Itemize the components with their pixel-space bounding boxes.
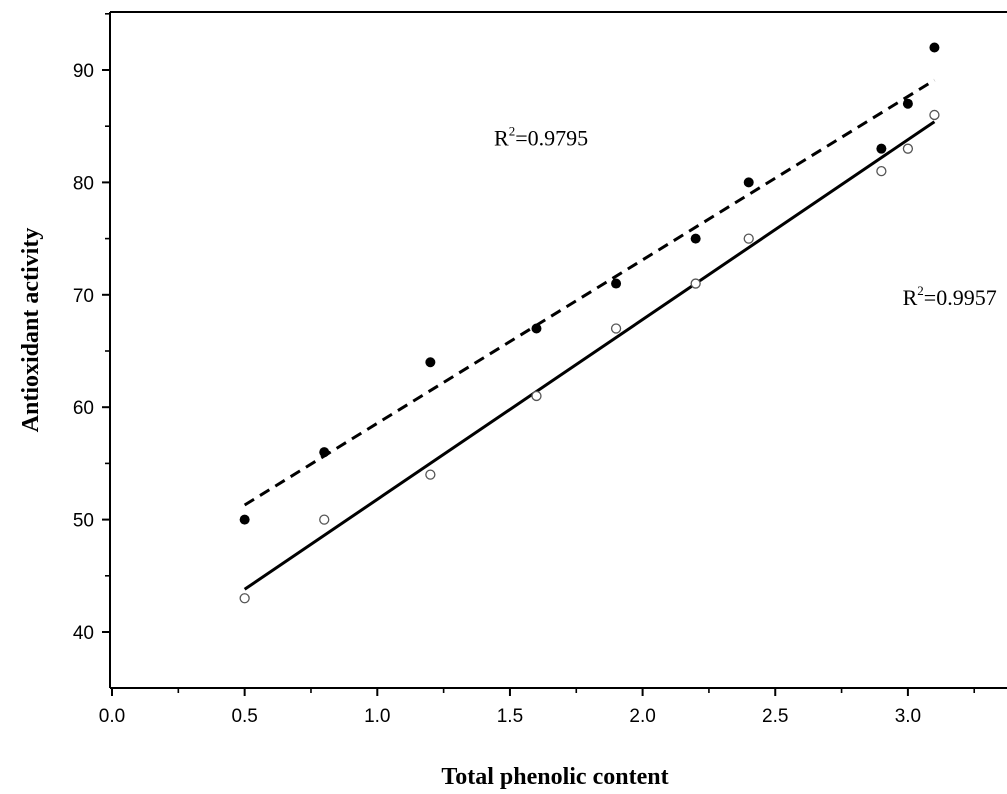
point-series-1-2 [425, 357, 436, 368]
point-series-2-6 [743, 233, 754, 244]
point-series-1-6 [743, 177, 754, 188]
y-tick-label: 80 [73, 173, 94, 194]
point-series-1-1 [319, 447, 330, 458]
point-series-2-1 [319, 514, 330, 525]
point-series-2-8 [902, 143, 914, 154]
point-series-2-2 [425, 469, 436, 480]
point-series-2-9 [929, 109, 940, 121]
point-series-1-0 [239, 514, 250, 525]
x-tick-label: 2.0 [629, 706, 655, 727]
point-series-1-3 [531, 323, 542, 334]
data-points [239, 42, 940, 604]
fit-line-1-dashed [243, 78, 936, 507]
x-tick-label: 1.5 [497, 706, 523, 727]
y-tick-label: 50 [73, 511, 94, 532]
fit-lines [243, 78, 936, 591]
x-tick-label: 0.0 [99, 706, 125, 727]
r-squared-label-1: R2=0.9795 [494, 123, 588, 150]
point-series-1-7 [876, 143, 887, 154]
x-tick-label: 3.0 [895, 706, 921, 727]
y-tick-label: 40 [73, 623, 94, 644]
point-series-2-4 [610, 323, 622, 334]
r-squared-superscript: 2 [917, 283, 924, 298]
point-series-1-8 [902, 98, 913, 109]
point-series-2-0 [239, 593, 250, 604]
r-squared-base: R [903, 285, 918, 310]
x-tick-label: 1.0 [364, 706, 390, 727]
r-squared-value: =0.9795 [515, 125, 588, 150]
y-tick-label: 60 [73, 398, 94, 419]
x-axis-title: Total phenolic content [441, 764, 668, 790]
point-series-1-9 [929, 42, 940, 53]
y-tick-label: 70 [73, 286, 94, 307]
point-series-2-7 [876, 166, 887, 177]
x-tick-label: 2.5 [762, 706, 788, 727]
axes: 0.0 0.5 1.0 1.5 2.0 2.5 3.0 40 50 60 70 80 90 [73, 11, 1007, 727]
y-tick-label: 90 [73, 61, 94, 82]
r-squared-superscript: 2 [509, 123, 515, 138]
r-squared-label-2: R2=0.9957 [903, 283, 997, 310]
r-squared-base: R [494, 125, 509, 150]
point-series-2-5 [690, 278, 701, 289]
point-series-1-4 [611, 278, 622, 289]
r-squared-value: =0.9957 [924, 285, 997, 310]
y-axis-title: Antioxidant activity [18, 228, 44, 433]
fit-line-2-solid [243, 120, 936, 591]
x-tick-label: 0.5 [231, 706, 257, 727]
point-series-2-3 [531, 390, 542, 402]
point-series-1-5 [690, 233, 701, 244]
